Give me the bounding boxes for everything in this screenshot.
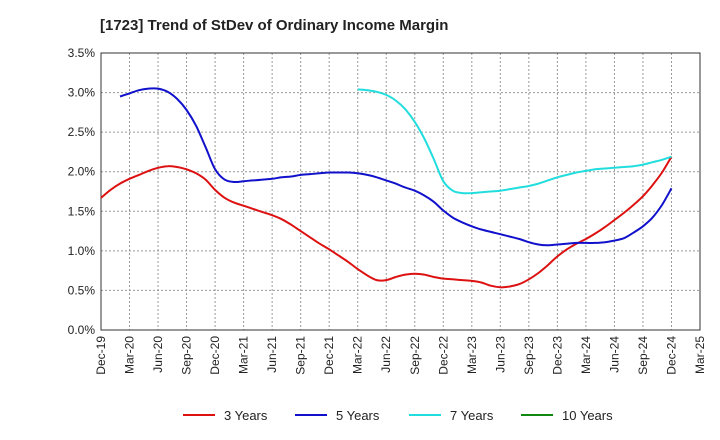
x-tick-label: Sep-21 xyxy=(294,336,308,375)
x-tick-label: Mar-23 xyxy=(465,336,479,374)
y-tick-label: 3.5% xyxy=(68,46,96,60)
y-tick-label: 3.0% xyxy=(68,86,96,100)
x-tick-label: Sep-23 xyxy=(522,336,536,375)
x-tick-label: Mar-25 xyxy=(693,336,707,374)
x-tick-label: Jun-20 xyxy=(151,336,165,373)
series-line-5-years xyxy=(119,87,673,247)
y-tick-label: 2.0% xyxy=(68,165,96,179)
x-tick-label: Mar-21 xyxy=(237,336,251,374)
x-tick-label: Dec-23 xyxy=(550,336,564,375)
series-lines xyxy=(100,87,673,289)
x-axis: Dec-19 Mar-20 Jun-20 Sep-20 Dec-20 Mar-21 Jun-… xyxy=(94,336,707,375)
y-tick-label: 1.5% xyxy=(68,204,96,218)
x-tick-label: Dec-22 xyxy=(436,336,450,375)
x-tick-label: Mar-22 xyxy=(351,336,365,374)
y-tick-label: 1.0% xyxy=(68,244,96,258)
legend: 3 Years 5 Years 7 Years 10 Years xyxy=(183,408,613,423)
y-tick-label: 0.5% xyxy=(68,283,96,297)
legend-label-10-years: 10 Years xyxy=(562,408,613,423)
x-tick-label: Sep-20 xyxy=(180,336,194,375)
x-tick-label: Jun-23 xyxy=(493,336,507,373)
y-tick-label: 2.5% xyxy=(68,125,96,139)
series-line-7-years xyxy=(357,88,672,195)
plot-frame xyxy=(100,52,701,331)
y-axis: 0.0% 0.5% 1.0% 1.5% 2.0% 2.5% 3.0% 3.5% xyxy=(68,46,96,337)
grid xyxy=(100,52,701,331)
legend-label-3-years: 3 Years xyxy=(224,408,268,423)
x-tick-label: Jun-21 xyxy=(265,336,279,373)
x-tick-label: Jun-22 xyxy=(379,336,393,373)
x-tick-label: Dec-24 xyxy=(664,336,678,375)
x-tick-label: Dec-21 xyxy=(322,336,336,375)
x-tick-label: Dec-19 xyxy=(94,336,108,375)
x-tick-label: Mar-20 xyxy=(123,336,137,374)
x-tick-label: Sep-24 xyxy=(636,336,650,375)
x-tick-label: Sep-22 xyxy=(408,336,422,375)
x-tick-label: Mar-24 xyxy=(579,336,593,374)
x-tick-label: Dec-20 xyxy=(208,336,222,375)
x-tick-label: Jun-24 xyxy=(607,336,621,373)
y-tick-label: 0.0% xyxy=(68,323,96,337)
plot-border xyxy=(100,52,701,331)
legend-label-7-years: 7 Years xyxy=(450,408,494,423)
chart-title: [1723] Trend of StDev of Ordinary Income… xyxy=(100,17,448,34)
legend-label-5-years: 5 Years xyxy=(336,408,380,423)
